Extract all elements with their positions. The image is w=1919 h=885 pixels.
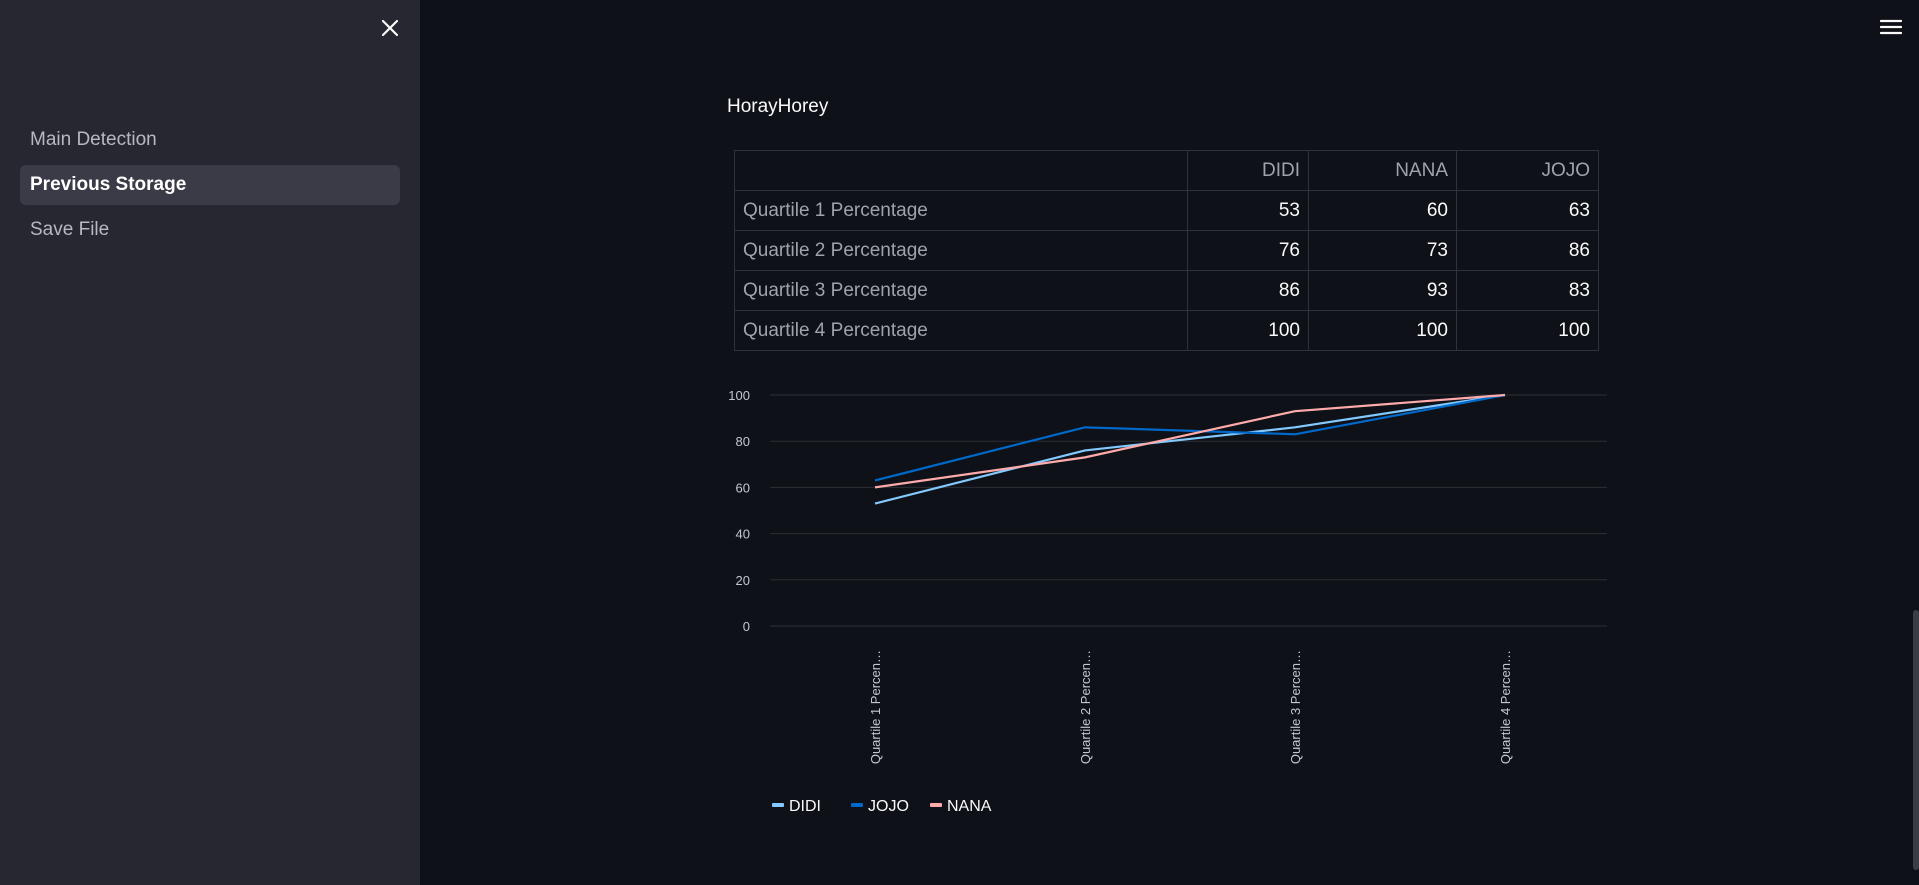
- table-cell: 53: [1187, 190, 1309, 231]
- x-tick-label: Quartile 1 Percen…: [868, 650, 883, 764]
- series-line-didi: [874, 393, 1506, 505]
- y-tick-label: 80: [736, 434, 750, 449]
- table-cell: 100: [1187, 310, 1309, 351]
- x-tick-label: Quartile 2 Percen…: [1078, 650, 1093, 764]
- line-chart-svg: 0 20 40 60 80 100 Quartile 1 Percen… Quartile 2…: [728, 388, 1607, 815]
- main-menu-button[interactable]: [1876, 14, 1906, 40]
- y-tick-label: 60: [736, 480, 750, 495]
- page-title: HorayHorey: [727, 96, 829, 117]
- sidebar-nav: Main Detection Previous Storage Save Fil…: [20, 120, 400, 255]
- sidebar-item-label: Previous Storage: [30, 174, 187, 195]
- sidebar: Main Detection Previous Storage Save Fil…: [0, 0, 420, 885]
- sidebar-item-save-file[interactable]: Save File: [20, 210, 400, 250]
- legend-label: JOJO: [868, 798, 909, 815]
- data-table: DIDI NANA JOJO Quartile 1 Percentage 53 …: [734, 150, 1599, 351]
- y-tick-label: 0: [743, 619, 750, 634]
- table-cell: 86: [1187, 270, 1309, 311]
- table-cell: 60: [1308, 190, 1457, 231]
- legend-label: DIDI: [789, 798, 821, 815]
- table-row-label: Quartile 1 Percentage: [734, 190, 1188, 231]
- page-scrollbar[interactable]: [1913, 610, 1919, 870]
- table-cell: 100: [1308, 310, 1457, 351]
- table-header-cell: NANA: [1308, 150, 1457, 191]
- table-header-cell: JOJO: [1456, 150, 1599, 191]
- hamburger-menu-icon: [1880, 19, 1902, 35]
- close-icon: [381, 19, 399, 37]
- legend-swatch: [772, 803, 784, 807]
- sidebar-item-main-detection[interactable]: Main Detection: [20, 120, 400, 160]
- table-row-label: Quartile 4 Percentage: [734, 310, 1188, 351]
- legend-swatch: [851, 803, 863, 807]
- table-cell: 76: [1187, 230, 1309, 271]
- table-row: Quartile 2 Percentage 76 73 86: [734, 230, 1599, 271]
- y-tick-label: 100: [728, 390, 750, 403]
- sidebar-item-label: Main Detection: [30, 129, 157, 150]
- table-cell: 63: [1456, 190, 1599, 231]
- sidebar-item-previous-storage[interactable]: Previous Storage: [20, 165, 400, 205]
- table-row: Quartile 4 Percentage 100 100 100: [734, 310, 1599, 351]
- close-sidebar-button[interactable]: [376, 14, 404, 42]
- table-header-cell: DIDI: [1187, 150, 1309, 191]
- table-header-row: DIDI NANA JOJO: [734, 150, 1599, 191]
- table-cell: 73: [1308, 230, 1457, 271]
- table-row: Quartile 1 Percentage 53 60 63: [734, 190, 1599, 231]
- y-tick-label: 40: [736, 527, 750, 542]
- table-cell: 93: [1308, 270, 1457, 311]
- table-cell: 100: [1456, 310, 1599, 351]
- line-chart: 0 20 40 60 80 100 Quartile 1 Percen… Quartile 2…: [720, 388, 1620, 840]
- legend-label: NANA: [947, 798, 992, 815]
- table-cell: 86: [1456, 230, 1599, 271]
- series-line-nana: [874, 393, 1506, 489]
- y-tick-label: 20: [736, 573, 750, 588]
- sidebar-item-label: Save File: [30, 219, 110, 240]
- x-tick-label: Quartile 3 Percen…: [1288, 650, 1303, 764]
- table-row-label: Quartile 3 Percentage: [734, 270, 1188, 311]
- table-header-cell: [734, 150, 1188, 191]
- table-row: Quartile 3 Percentage 86 93 83: [734, 270, 1599, 311]
- x-tick-label: Quartile 4 Percen…: [1498, 650, 1513, 764]
- series-line-jojo: [874, 393, 1506, 482]
- table-row-label: Quartile 2 Percentage: [734, 230, 1188, 271]
- table-cell: 83: [1456, 270, 1599, 311]
- legend-swatch: [930, 803, 942, 807]
